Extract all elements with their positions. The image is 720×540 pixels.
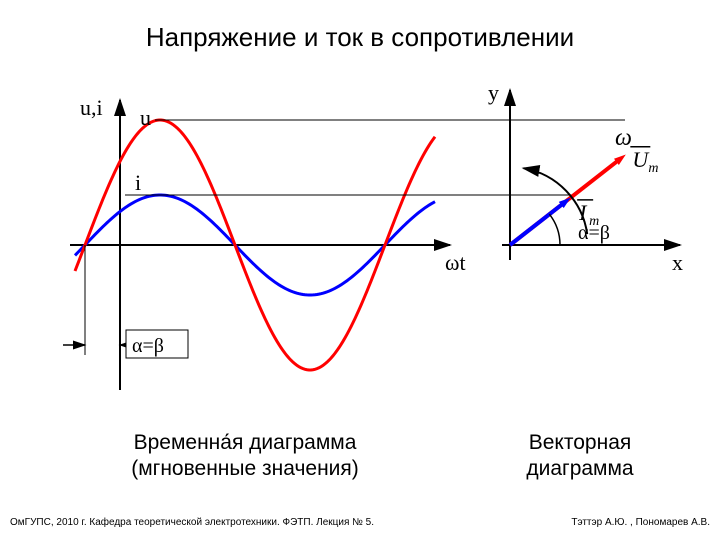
footer-left: ОмГУПС, 2010 г. Кафедра теоретической эл… bbox=[10, 517, 374, 528]
caption-left: Временна́я диаграмма (мгновенные значени… bbox=[70, 430, 420, 483]
svg-text:ω: ω bbox=[615, 125, 632, 151]
caption-right-l2: диаграмма bbox=[526, 457, 633, 480]
svg-text:α=β: α=β bbox=[132, 335, 164, 357]
svg-text:α=β: α=β bbox=[578, 222, 610, 244]
caption-left-l2: (мгновенные значения) bbox=[131, 457, 359, 480]
svg-text:ωt: ωt bbox=[445, 250, 466, 275]
diagram-container: α=βu,iuiωtyxωUmImα=β bbox=[30, 70, 690, 410]
svg-text:u: u bbox=[140, 105, 151, 130]
caption-right-l1: Векторная bbox=[529, 431, 632, 454]
page-title: Напряжение и ток в сопротивлении bbox=[0, 22, 720, 53]
svg-text:m: m bbox=[648, 161, 658, 176]
svg-text:x: x bbox=[672, 250, 683, 275]
svg-text:y: y bbox=[488, 80, 499, 105]
caption-left-l1: Временна́я диаграмма bbox=[134, 431, 357, 454]
svg-text:i: i bbox=[135, 170, 141, 195]
diagram-svg: α=βu,iuiωtyxωUmImα=β bbox=[30, 70, 690, 410]
caption-right: Векторная диаграмма bbox=[470, 430, 690, 483]
footer-right: Тэттэр А.Ю. , Пономарев А.В. bbox=[571, 517, 710, 528]
svg-text:u,i: u,i bbox=[80, 95, 103, 120]
